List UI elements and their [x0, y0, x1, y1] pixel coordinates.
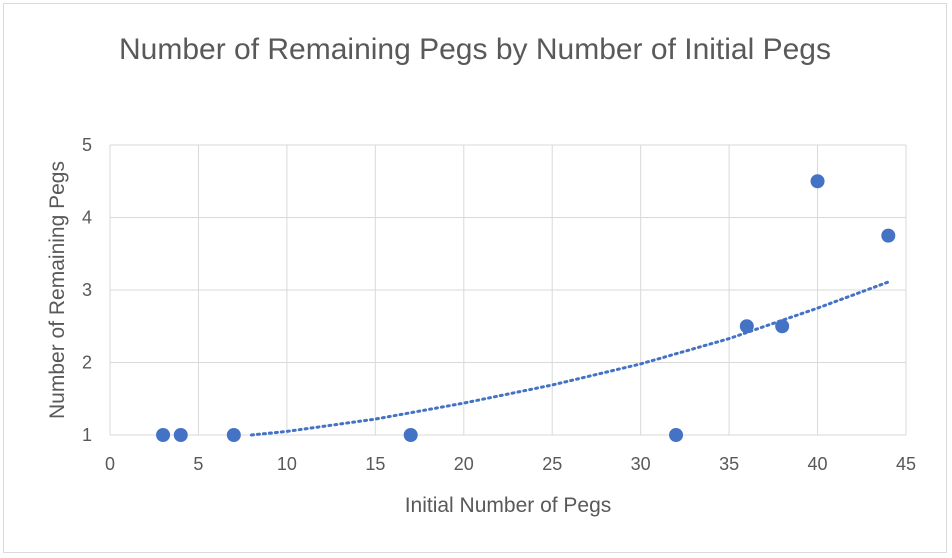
x-tick-label: 45 [896, 454, 916, 474]
y-axis-title: Number of Remaining Pegs [46, 161, 69, 419]
x-tick-label: 40 [808, 454, 828, 474]
chart-title: Number of Remaining Pegs by Number of In… [118, 33, 831, 66]
chart-area [3, 3, 947, 553]
x-tick-label: 20 [454, 454, 474, 474]
x-tick-label: 35 [719, 454, 739, 474]
data-points [156, 174, 896, 442]
data-point [881, 228, 896, 243]
x-tick-label: 15 [365, 454, 385, 474]
x-tick-labels: 0 5 10 15 20 25 30 35 40 45 [105, 454, 916, 474]
data-point [810, 174, 825, 189]
x-axis-title: Initial Number of Pegs [405, 494, 612, 517]
data-point [226, 428, 241, 442]
data-point [739, 319, 754, 334]
y-tick-label: 2 [82, 353, 92, 373]
y-tick-labels: 1 2 3 4 5 [82, 135, 92, 445]
y-tick-label: 3 [82, 280, 92, 300]
trendline [250, 280, 890, 437]
x-tick-label: 25 [542, 454, 562, 474]
data-point [669, 428, 684, 442]
gridlines [109, 144, 907, 436]
x-tick-label: 30 [631, 454, 651, 474]
y-tick-label: 4 [82, 208, 92, 228]
x-tick-label: 5 [193, 454, 203, 474]
data-point [173, 428, 188, 442]
data-point [156, 428, 171, 442]
y-tick-label: 5 [82, 135, 92, 155]
x-tick-label: 10 [277, 454, 297, 474]
trendline-path [250, 280, 890, 437]
x-tick-label: 0 [105, 454, 115, 474]
data-point [775, 319, 790, 334]
data-point [403, 428, 418, 442]
y-tick-label: 1 [82, 425, 92, 445]
